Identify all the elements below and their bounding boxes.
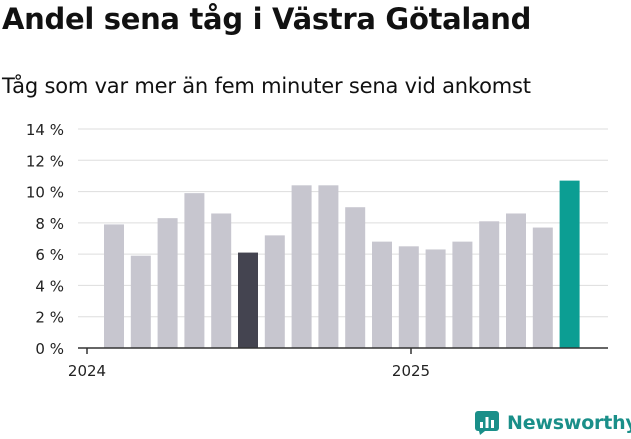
y-tick-label: 0 %	[35, 340, 64, 358]
bars	[104, 180, 580, 348]
y-tick-label: 4 %	[35, 277, 64, 295]
bar	[130, 255, 151, 348]
x-axis: 2024 2025	[68, 347, 608, 380]
bar	[291, 185, 312, 348]
bar	[479, 221, 500, 348]
grid-lines	[78, 128, 608, 318]
x-tick-label: 2025	[392, 362, 430, 380]
bar	[184, 193, 205, 348]
bar	[211, 213, 232, 348]
bar	[345, 207, 366, 348]
y-tick-label: 6 %	[35, 246, 64, 264]
y-axis-tick-labels: 0 % 2 % 4 % 6 % 8 % 10 % 12 % 14 %	[26, 121, 64, 358]
bar	[506, 213, 526, 348]
chart-subtitle: Tåg som var mer än fem minuter sena vid …	[2, 74, 531, 98]
bar	[559, 180, 580, 348]
bar	[532, 227, 553, 348]
y-tick-label: 12 %	[26, 152, 64, 170]
bar	[264, 235, 285, 348]
newsworthy-chart-logo-icon	[475, 411, 499, 435]
bar-chart: 0 % 2 % 4 % 6 % 8 % 10 % 12 % 14 % 2024 2025	[26, 121, 608, 380]
bar	[425, 249, 446, 348]
bar	[398, 246, 419, 348]
y-tick-label: 14 %	[26, 121, 64, 139]
brand-name: Newsworthy	[507, 412, 631, 434]
y-tick-label: 8 %	[35, 215, 64, 233]
bar	[318, 185, 339, 348]
bar	[452, 241, 473, 348]
newsworthy-logo: Newsworthy	[475, 408, 631, 438]
y-tick-label: 10 %	[26, 184, 64, 202]
x-tick-label: 2024	[68, 362, 106, 380]
chart-title: Andel sena tåg i Västra Götaland	[2, 2, 532, 36]
bar	[157, 218, 178, 348]
bar	[372, 241, 392, 348]
bar	[104, 224, 124, 348]
y-tick-label: 2 %	[35, 309, 64, 327]
bar	[238, 252, 258, 348]
